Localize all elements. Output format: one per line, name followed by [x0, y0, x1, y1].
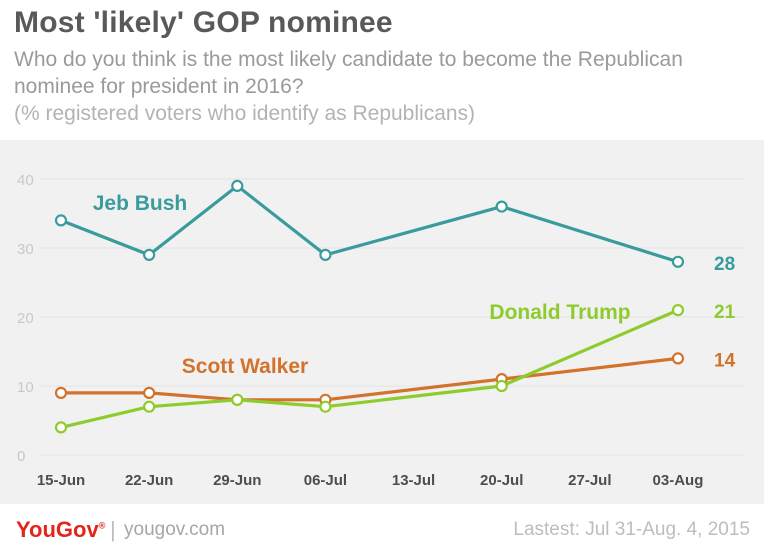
x-tick-label: 22-Jun — [125, 472, 173, 489]
data-point-trump — [671, 304, 685, 317]
data-point-bush — [319, 248, 332, 261]
x-tick-label: 03-Aug — [653, 472, 704, 489]
yougov-logo: YouGov® — [16, 517, 105, 543]
series-name-label: Donald Trump — [489, 301, 630, 324]
chart-subtitle: Who do you think is the most likely cand… — [14, 48, 683, 98]
data-point-bush — [495, 200, 508, 213]
series-labels: 14 Scott Walker 21 Donald Trump 28 Jeb Bush — [93, 192, 736, 378]
chart-note: (% registered voters who identify as Rep… — [14, 102, 476, 125]
x-tick-label: 06-Jul — [304, 472, 347, 489]
logo-text: YouGov — [16, 517, 99, 542]
footer-divider: | — [110, 517, 116, 542]
data-point-trump — [54, 421, 68, 434]
chart-title: Most 'likely' GOP nominee — [14, 6, 393, 39]
end-value-label: 14 — [714, 350, 736, 371]
x-tick-label: 13-Jul — [392, 472, 435, 489]
end-value-label: 28 — [714, 254, 735, 275]
data-point-walker — [143, 386, 156, 399]
chart-footer: YouGov® | yougov.com Lastest: Jul 31-Aug… — [0, 505, 764, 552]
chart-header: Most 'likely' GOP nominee Who do you thi… — [0, 0, 764, 138]
x-tick-label: 27-Jul — [568, 472, 611, 489]
data-point-bush — [54, 214, 68, 227]
line-chart: 0 10 20 30 40 15-Jun 22-Jun 29-Jun 06-Jul 13-Jul… — [17, 172, 744, 489]
y-axis-ticks: 0 10 20 30 40 — [17, 172, 34, 465]
grid-lines — [40, 178, 744, 456]
data-point-trump — [231, 393, 244, 406]
x-tick-label: 20-Jul — [480, 472, 523, 489]
data-point-bush — [671, 255, 685, 268]
data-point-trump — [495, 379, 508, 393]
x-tick-label: 15-Jun — [37, 472, 85, 489]
series-name-label: Jeb Bush — [93, 192, 188, 215]
y-tick-label: 30 — [17, 241, 34, 258]
data-point-trump — [319, 400, 332, 413]
y-tick-label: 20 — [17, 310, 34, 327]
y-tick-label: 10 — [17, 379, 34, 396]
y-tick-label: 40 — [17, 172, 34, 189]
x-tick-label: 29-Jun — [213, 472, 261, 489]
data-point-trump — [143, 400, 156, 413]
logo-registered-mark: ® — [98, 520, 106, 531]
series-line-bush — [60, 184, 679, 264]
y-tick-label: 0 — [17, 448, 25, 465]
data-point-bush — [143, 248, 156, 261]
data-point-walker — [54, 386, 68, 399]
x-axis-ticks: 15-Jun 22-Jun 29-Jun 06-Jul 13-Jul 20-Jul 27-J… — [37, 472, 704, 489]
end-value-label: 21 — [714, 302, 736, 323]
series-name-label: Scott Walker — [182, 355, 308, 378]
data-point-walker — [671, 352, 685, 365]
series-line-walker — [61, 356, 679, 402]
series-line-trump — [60, 308, 679, 429]
series-lines — [54, 179, 685, 434]
plot-background — [0, 140, 764, 504]
footer-latest-date: Lastest: Jul 31-Aug. 4, 2015 — [513, 519, 750, 540]
footer-site-link[interactable]: yougov.com — [124, 519, 226, 540]
data-point-bush — [231, 179, 244, 192]
